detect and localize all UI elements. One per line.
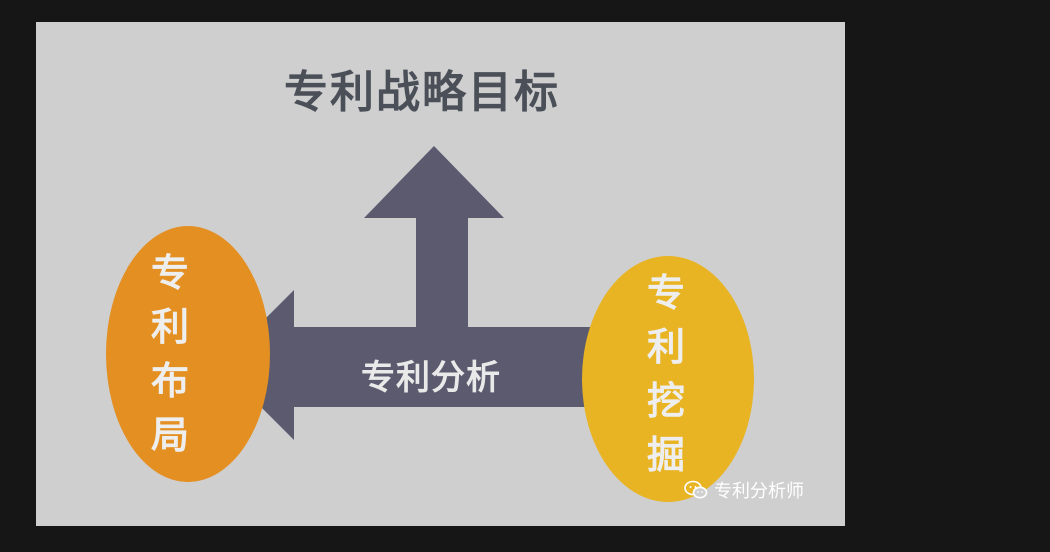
diagram-slide: 专利战略目标 专利分析 专利布局 专利挖掘 专利分析师: [36, 22, 845, 526]
watermark-text: 专利分析师: [714, 481, 804, 502]
left-oval: [106, 226, 270, 482]
up-left-arrow: [254, 146, 596, 440]
center-label: 专利分析: [361, 358, 501, 398]
watermark: 专利分析师: [684, 477, 804, 503]
right-oval-label: 专利挖掘: [646, 271, 685, 477]
diagram-shapes: [106, 146, 754, 502]
wechat-icon: [684, 480, 708, 499]
right-oval: [582, 256, 754, 502]
left-oval-label: 专利布局: [150, 251, 189, 457]
diagram-title: 专利战略目标: [284, 67, 560, 118]
